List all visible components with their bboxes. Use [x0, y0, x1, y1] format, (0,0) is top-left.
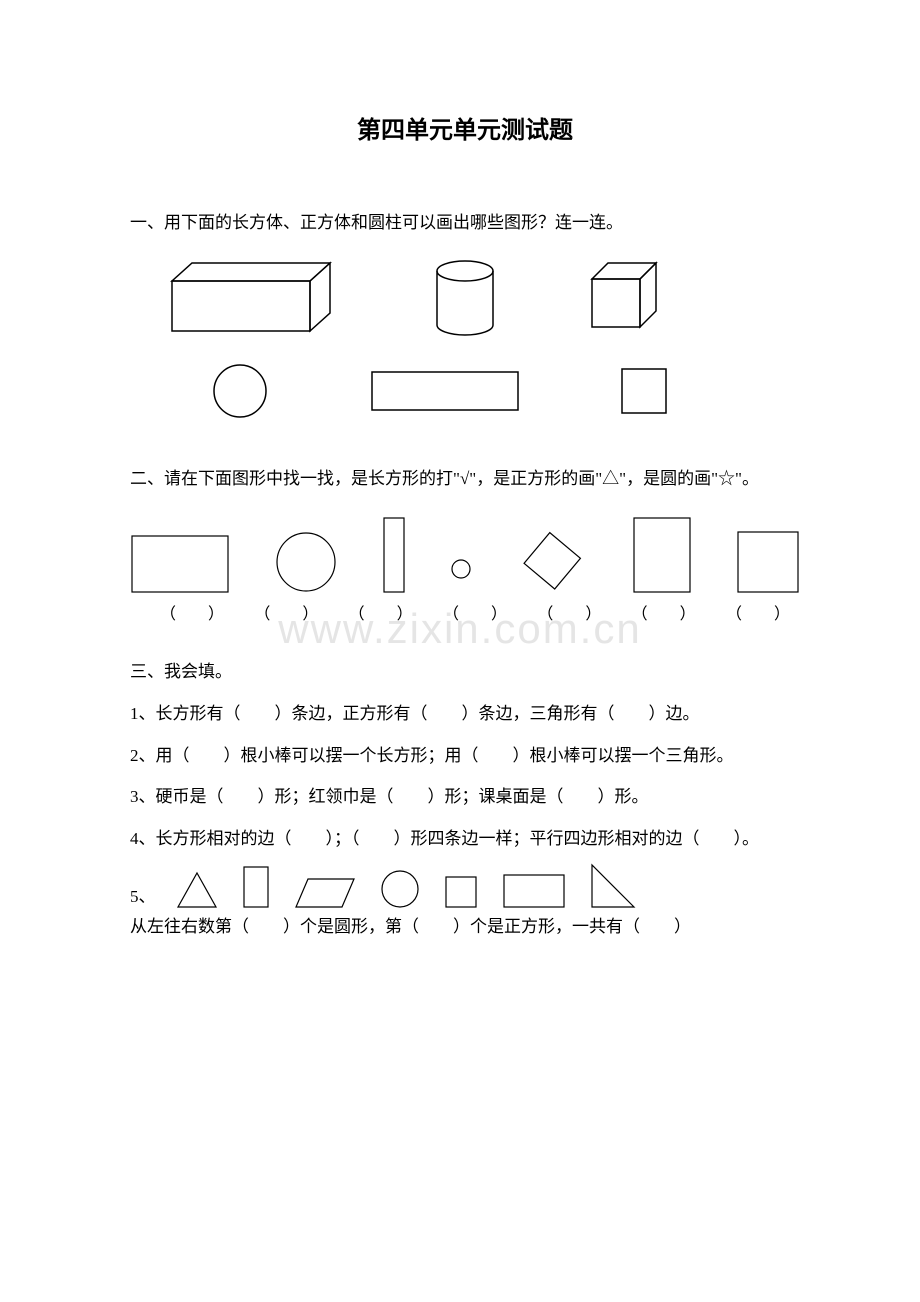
page-title: 第四单元单元测试题 [130, 110, 800, 145]
q5-shapes-row [176, 863, 636, 909]
q2-label: （ ） [726, 600, 790, 624]
q5-number: 5、 [130, 888, 156, 909]
rectangle-icon [370, 370, 520, 412]
q2-small-circle-icon [450, 558, 472, 580]
q5-square-icon [444, 875, 478, 909]
q2-label: （ ） [443, 600, 507, 624]
q5-rectangle-icon [502, 873, 566, 909]
q2-diamond-icon [516, 522, 588, 594]
square-icon [620, 367, 668, 415]
q2-label: （ ） [254, 600, 318, 624]
q1-3d-shapes-row [170, 259, 800, 339]
q3-item-5-text: 从左往右数第（ ）个是圆形，第（ ）个是正方形，一共有（ ） [130, 909, 800, 945]
q3-item-4: 4、长方形相对的边（ ）；（ ）形四条边一样；平行四边形相对的边（ ）。 [130, 821, 800, 857]
q2-tall-rect2-icon [632, 516, 692, 594]
q2-heading: 二、请在下面图形中找一找，是长方形的打"√"，是正方形的画"△"，是圆的画"☆"… [130, 461, 800, 497]
q2-label: （ ） [160, 600, 224, 624]
cube-icon [590, 261, 670, 336]
q5-triangle-icon [176, 871, 218, 909]
q2-tall-rect-icon [382, 516, 406, 594]
q3-item-2: 2、用（ ）根小棒可以摆一个长方形；用（ ）根小棒可以摆一个三角形。 [130, 738, 800, 774]
q2-circle-icon [274, 530, 338, 594]
q3-item-5-shapes: 5、 [130, 863, 800, 909]
q2-shapes-row [130, 514, 800, 594]
q1-heading: 一、用下面的长方体、正方体和圆柱可以画出哪些图形？连一连。 [130, 205, 800, 241]
q2-rectangle-icon [130, 534, 230, 594]
q2-label: （ ） [537, 600, 601, 624]
cylinder-icon [430, 259, 500, 339]
circle-icon [210, 361, 270, 421]
q2-labels-row: （ ） （ ） （ ） （ ） （ ） （ ） （ ） [160, 600, 790, 624]
q5-parallelogram-icon [294, 877, 356, 909]
q5-tall-rect-icon [242, 865, 270, 909]
q5-circle-icon [380, 869, 420, 909]
q2-label: （ ） [632, 600, 696, 624]
worksheet-page: www.zixin.com.cn 第四单元单元测试题 一、用下面的长方体、正方体… [0, 0, 920, 1302]
q2-label: （ ） [349, 600, 413, 624]
q5-right-triangle-icon [590, 863, 636, 909]
q3-item-1: 1、长方形有（ ）条边，正方形有（ ）条边，三角形有（ ）边。 [130, 696, 800, 732]
q2-square-icon [736, 530, 800, 594]
q1-2d-shapes-row [210, 361, 800, 421]
cuboid-icon [170, 261, 340, 336]
q3-heading: 三、我会填。 [130, 654, 800, 690]
q3-item-3: 3、硬币是（ ）形；红领巾是（ ）形；课桌面是（ ）形。 [130, 779, 800, 815]
